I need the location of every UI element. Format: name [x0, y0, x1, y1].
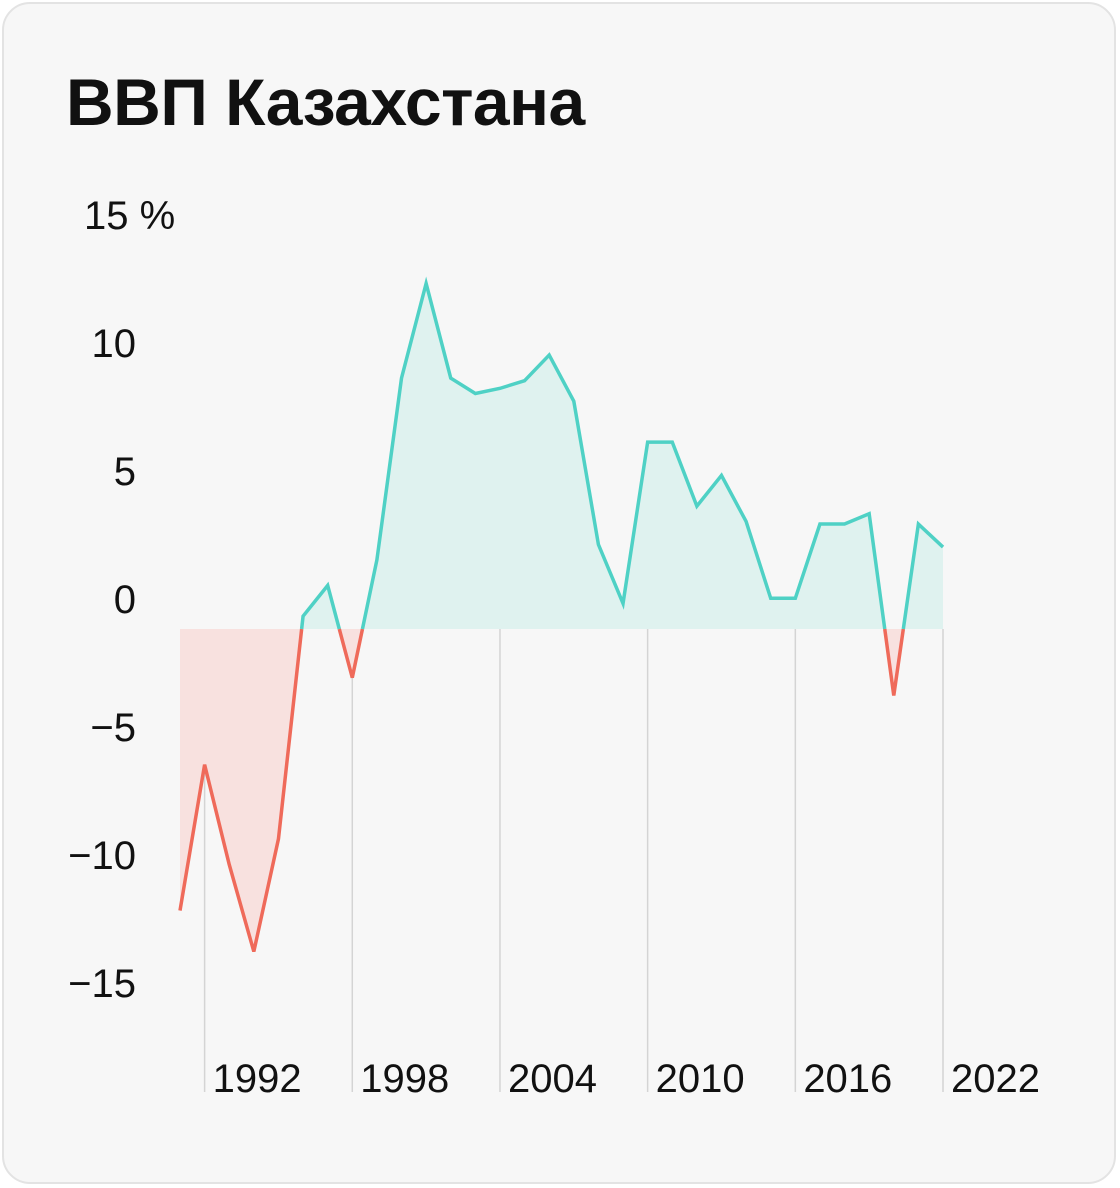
- y-tick-label: 15 %: [84, 194, 175, 238]
- x-tick-label: 2022: [951, 1057, 1040, 1101]
- y-tick-label: −10: [68, 834, 136, 878]
- negative-area-4: [884, 629, 904, 696]
- negative-line-4: [883, 628, 906, 696]
- x-tick-label: 2004: [508, 1057, 597, 1101]
- positive-line-5: [901, 520, 945, 630]
- area-fills: [180, 283, 943, 952]
- y-tick-label: 5: [114, 450, 136, 494]
- x-tick-label: 1998: [360, 1057, 449, 1101]
- series-lines: [178, 276, 945, 953]
- y-axis-labels: 15 % 10 5 0 −5 −10 −15: [68, 194, 175, 1006]
- negative-area-2: [339, 629, 363, 678]
- x-grid: [203, 629, 944, 1092]
- y-tick-label: −15: [68, 962, 136, 1006]
- negative-line-0: [178, 628, 304, 953]
- x-tick-label: 2010: [656, 1057, 745, 1101]
- x-axis-labels: 1992 1998 2004 2010 2016 2022: [213, 1057, 1040, 1101]
- y-tick-label: −5: [90, 706, 136, 750]
- positive-line-1: [299, 581, 341, 630]
- positive-area-5: [903, 524, 943, 629]
- page-title: ВВП Казахстана: [66, 65, 585, 139]
- y-tick-label: 0: [114, 578, 136, 622]
- x-tick-label: 2016: [803, 1057, 892, 1101]
- positive-area-3: [362, 283, 885, 629]
- negative-line-2: [337, 628, 365, 679]
- y-tick-label: 10: [92, 322, 137, 366]
- x-tick-label: 1992: [213, 1057, 302, 1101]
- positive-line-3: [360, 276, 887, 630]
